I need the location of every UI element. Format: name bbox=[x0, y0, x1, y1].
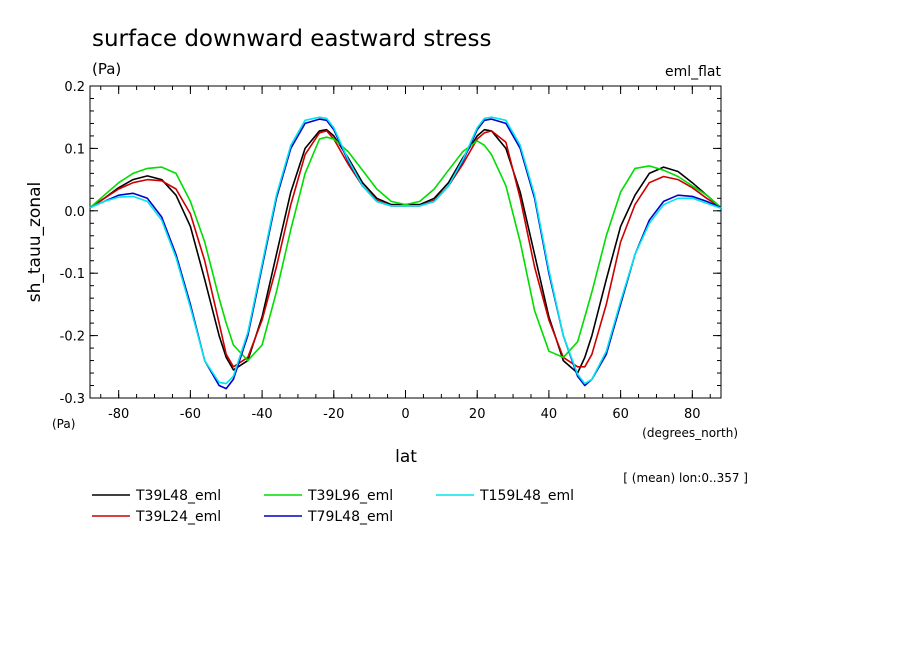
x-tick-label: 60 bbox=[612, 407, 629, 422]
averaging-note: [ (mean) lon:0..357 ] bbox=[623, 471, 748, 485]
x-tick-label: 80 bbox=[684, 407, 701, 422]
y-axis-units: (Pa) bbox=[52, 417, 75, 431]
x-axis-label: lat bbox=[395, 447, 417, 467]
legend-label: T79L48_eml bbox=[307, 509, 393, 525]
dataset-label: eml_flat bbox=[665, 64, 722, 80]
legend-label: T159L48_eml bbox=[479, 488, 574, 504]
x-tick-label: 0 bbox=[401, 407, 409, 422]
legend-label: T39L96_eml bbox=[307, 488, 393, 504]
series-line-T39L96_eml bbox=[89, 136, 722, 362]
series-line-T79L48_eml bbox=[89, 118, 722, 390]
chart-title: surface downward eastward stress bbox=[92, 26, 491, 52]
x-tick-label: -20 bbox=[323, 407, 344, 422]
y-tick-label: -0.3 bbox=[60, 392, 85, 407]
series-line-T39L48_eml bbox=[89, 128, 722, 374]
series-line-T39L24_eml bbox=[89, 130, 722, 368]
y-tick-label: -0.2 bbox=[60, 330, 85, 345]
x-tick-label: -60 bbox=[180, 407, 201, 422]
legend-label: T39L48_eml bbox=[135, 488, 221, 504]
plot-frame bbox=[89, 85, 722, 399]
x-axis-units: (degrees_north) bbox=[642, 426, 738, 440]
legend-label: T39L24_eml bbox=[135, 509, 221, 525]
series-line-T159L48_eml bbox=[89, 116, 722, 385]
title-units: (Pa) bbox=[92, 60, 121, 78]
y-tick-label: 0.2 bbox=[64, 80, 85, 95]
y-tick-label: -0.1 bbox=[60, 267, 85, 282]
x-tick-label: -80 bbox=[108, 407, 129, 422]
plot-area: -80 -60 -40 -20 0 20 40 60 80 -0.3 -0.2 -0.1 0.0 0.1 0… bbox=[60, 80, 722, 422]
y-tick-label: 0.1 bbox=[64, 142, 85, 157]
y-axis-label: sh_tauu_zonal bbox=[25, 182, 45, 303]
legend: T39L48_eml T39L24_eml T39L96_eml T79L48_eml… bbox=[92, 488, 574, 525]
x-tick-label: 40 bbox=[541, 407, 558, 422]
x-tick-label: -40 bbox=[251, 407, 272, 422]
y-tick-label: 0.0 bbox=[64, 205, 85, 220]
x-tick-label: 20 bbox=[469, 407, 486, 422]
